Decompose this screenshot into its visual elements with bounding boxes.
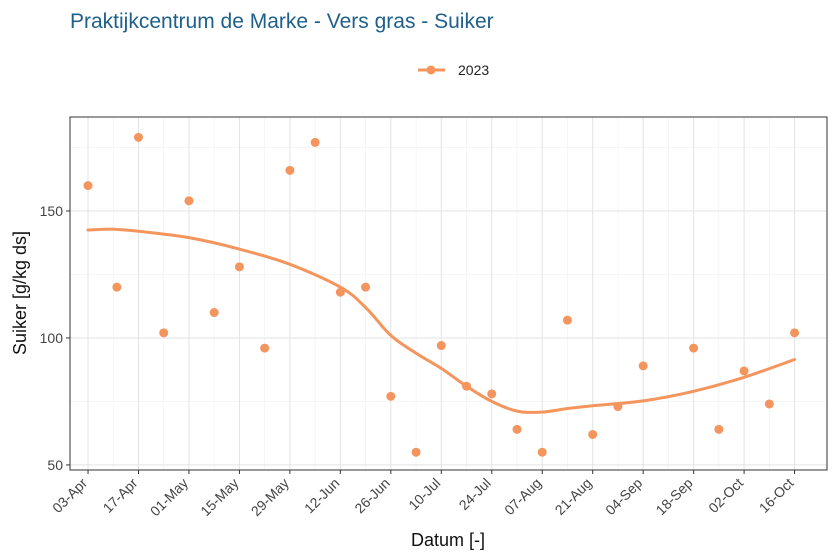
x-tick-label: 04-Sep bbox=[602, 475, 645, 518]
x-tick-label: 02-Oct bbox=[705, 475, 746, 516]
data-point bbox=[310, 137, 320, 147]
data-point bbox=[285, 165, 295, 175]
x-tick-label: 21-Aug bbox=[552, 475, 595, 518]
data-point bbox=[487, 389, 497, 399]
x-tick-label: 24-Jul bbox=[456, 475, 494, 513]
data-point bbox=[411, 447, 421, 457]
data-point bbox=[537, 447, 547, 457]
data-point bbox=[112, 282, 122, 292]
data-point bbox=[764, 399, 774, 409]
trend-layer bbox=[86, 227, 797, 414]
x-tick-label: 18-Sep bbox=[653, 475, 696, 518]
data-point bbox=[361, 282, 371, 292]
x-tick-label: 01-May bbox=[147, 475, 191, 519]
data-point bbox=[462, 381, 472, 391]
plot-border bbox=[69, 116, 828, 471]
x-axis-title: Datum [-] bbox=[411, 530, 485, 550]
y-axis: 50 100 150 bbox=[40, 203, 70, 473]
data-point bbox=[613, 402, 623, 412]
x-tick-label: 26-Jun bbox=[351, 475, 393, 517]
y-tick-label: 100 bbox=[40, 330, 64, 346]
data-point bbox=[562, 315, 572, 325]
data-point bbox=[588, 429, 598, 439]
legend-label: 2023 bbox=[458, 62, 489, 78]
x-tick-label: 12-Jun bbox=[301, 475, 343, 517]
x-tick-label: 17-Apr bbox=[100, 475, 141, 516]
grid-major bbox=[70, 117, 827, 470]
y-tick-label: 150 bbox=[40, 203, 64, 219]
data-point bbox=[260, 343, 270, 353]
data-point bbox=[689, 343, 699, 353]
data-point bbox=[209, 308, 219, 318]
x-tick-label: 03-Apr bbox=[49, 475, 90, 516]
trend-line bbox=[86, 227, 797, 414]
data-point bbox=[159, 328, 169, 338]
x-tick-label: 29-May bbox=[248, 475, 292, 519]
legend-marker bbox=[426, 65, 436, 75]
x-axis: 03-Apr 17-Apr 01-May 15-May 29-May 12-Jun 26-J… bbox=[49, 470, 797, 519]
data-point bbox=[739, 366, 749, 376]
data-point bbox=[335, 287, 345, 297]
data-point bbox=[790, 328, 800, 338]
x-tick-label: 16-Oct bbox=[756, 475, 797, 516]
chart-title: Praktijkcentrum de Marke - Vers gras - S… bbox=[70, 10, 494, 33]
data-point bbox=[638, 361, 648, 371]
point-layer bbox=[83, 132, 800, 457]
x-tick-label: 15-May bbox=[197, 475, 241, 519]
x-tick-label: 10-Jul bbox=[405, 475, 443, 513]
x-tick-label: 07-Aug bbox=[501, 475, 544, 518]
data-point bbox=[184, 196, 194, 206]
y-axis-title: Suiker [g/kg ds] bbox=[10, 231, 30, 355]
data-point bbox=[386, 391, 396, 401]
data-point bbox=[512, 424, 522, 434]
plot-background bbox=[70, 117, 827, 470]
legend: 2023 bbox=[418, 62, 489, 78]
data-point bbox=[83, 181, 93, 191]
y-tick-label: 50 bbox=[47, 457, 63, 473]
data-point bbox=[714, 424, 724, 434]
data-point bbox=[133, 132, 143, 142]
data-point bbox=[234, 262, 244, 272]
data-point bbox=[436, 341, 446, 351]
